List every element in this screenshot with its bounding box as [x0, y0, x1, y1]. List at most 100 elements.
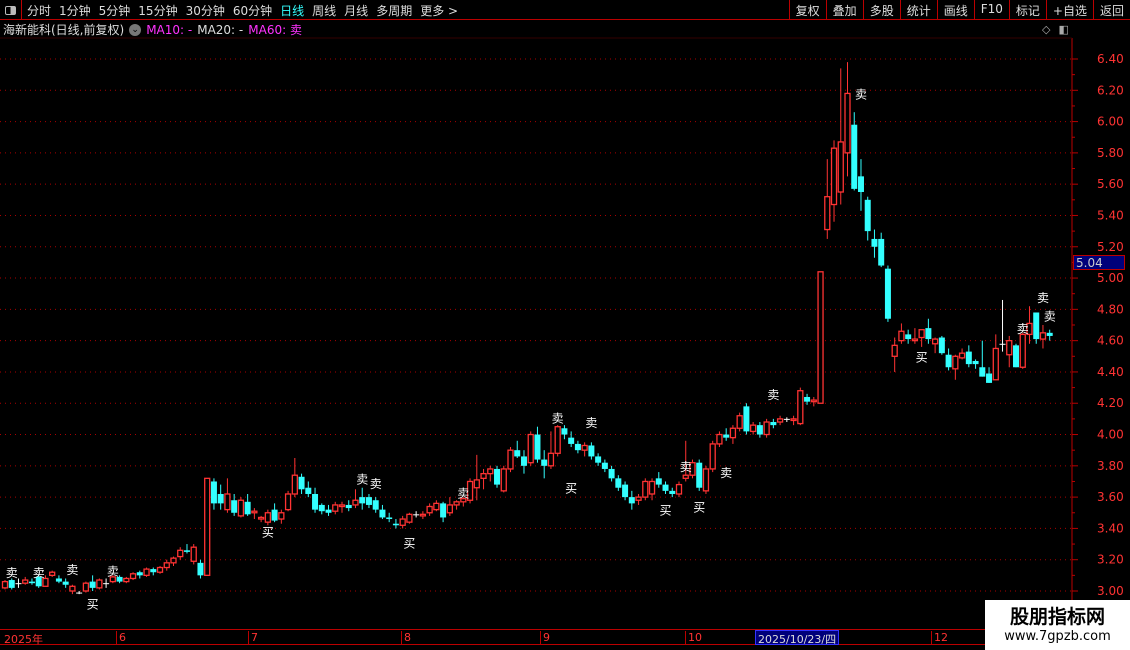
chevron-down-icon[interactable]: ⌄: [129, 23, 142, 36]
candle-body: [62, 581, 69, 585]
diamond-icon[interactable]: ◇: [1042, 23, 1051, 36]
candle-body: [231, 500, 238, 513]
toolbar-button[interactable]: 画线: [936, 0, 974, 20]
candle-body: [797, 390, 804, 425]
candle-body: [69, 585, 76, 592]
candle-body: [931, 338, 939, 345]
candle-body: [992, 347, 999, 381]
y-tick-label: 3.00: [1097, 584, 1124, 598]
candle-body: [224, 493, 231, 511]
toolbar-button[interactable]: 标记: [1008, 0, 1046, 20]
toolbar-button[interactable]: 叠加: [825, 0, 863, 20]
tab-period[interactable]: 60分钟: [232, 4, 273, 18]
tab-period[interactable]: 5分钟: [98, 4, 131, 18]
toolbar-button[interactable]: +自选: [1045, 0, 1093, 20]
candle-body: [655, 478, 662, 485]
y-tick-label: 4.20: [1097, 396, 1124, 410]
candle-body: [143, 568, 150, 577]
toolbar-button[interactable]: 复权: [788, 0, 826, 20]
tab-period[interactable]: 1分钟: [59, 4, 91, 18]
sell-signal: 卖: [370, 477, 382, 491]
candle-body: [851, 124, 858, 189]
tab-period[interactable]: 月线: [344, 4, 369, 18]
tab-period[interactable]: 日线: [280, 4, 305, 18]
candle-body: [547, 452, 555, 467]
sell-signal: 卖: [6, 566, 18, 580]
candle-body: [28, 581, 35, 584]
candle-body: [776, 418, 784, 423]
candle-body: [386, 517, 393, 520]
candle-body: [669, 490, 676, 494]
candle-body: [635, 496, 642, 501]
candle-body: [830, 147, 838, 206]
candle-body: [123, 577, 130, 583]
candle-body: [898, 330, 905, 342]
watermark-line1: 股朋指标网: [1009, 606, 1105, 628]
y-tick-label: 6.20: [1097, 83, 1124, 97]
toolbar-button[interactable]: 返回: [1092, 0, 1130, 20]
candle-body: [662, 484, 669, 491]
sell-signal: 卖: [767, 388, 779, 402]
candlestick-chart[interactable]: 3.00 3.20 3.40 3.60 3.80 4.00 4.20 4.40 4.60 4.80…: [0, 0, 1130, 630]
candle-body: [487, 468, 494, 475]
tab-period[interactable]: 多周期: [376, 4, 413, 18]
toolbar-button[interactable]: 统计: [899, 0, 937, 20]
candle-body: [8, 580, 15, 588]
candle-body: [197, 562, 204, 576]
candle-body: [413, 514, 420, 516]
tab-period[interactable]: 15分钟: [138, 4, 178, 18]
candle-body: [958, 352, 966, 359]
candle-body: [864, 199, 871, 232]
sell-signal: 卖: [1037, 291, 1049, 305]
candle-body: [237, 499, 245, 517]
candle-body: [884, 268, 891, 319]
candle-body: [156, 566, 164, 573]
candle-body: [365, 497, 372, 505]
candle-body: [952, 355, 959, 370]
candle-body: [305, 487, 312, 494]
candle-body: [824, 196, 831, 231]
candle-body: [419, 513, 427, 517]
candle-body: [278, 512, 285, 520]
candle-body: [945, 354, 952, 368]
toolbar-button[interactable]: 多股: [862, 0, 900, 20]
tab-period[interactable]: 更多 >: [420, 4, 459, 18]
candle-body: [109, 576, 116, 583]
y-tick-label: 3.40: [1097, 521, 1124, 535]
candle-body: [170, 557, 177, 564]
candle-body: [1026, 322, 1033, 336]
candle-body: [163, 562, 170, 569]
candle-body: [986, 373, 993, 383]
y-tick-label: 4.40: [1097, 365, 1124, 379]
candle-body: [318, 504, 325, 512]
y-tick-label: 5.00: [1097, 271, 1124, 285]
candle-body: [76, 592, 83, 594]
candle-body: [716, 433, 723, 445]
candle-body: [723, 434, 730, 438]
candle-body: [682, 474, 689, 479]
y-tick-label: 5.80: [1097, 146, 1124, 160]
tab-period[interactable]: 分时: [27, 4, 52, 18]
tab-period[interactable]: 周线: [312, 4, 337, 18]
candle-body: [312, 493, 319, 510]
tab-period[interactable]: 30分钟: [185, 4, 225, 18]
panel-toggle-button[interactable]: [0, 0, 22, 20]
buy-signal: 买: [693, 501, 705, 515]
candle-body: [878, 238, 885, 266]
candle-body: [453, 501, 460, 506]
sell-signal: 卖: [107, 565, 119, 579]
candle-body: [55, 578, 62, 582]
buy-signal: 买: [916, 350, 928, 364]
candle-body: [332, 504, 339, 512]
candle-body: [790, 418, 797, 422]
candle-body: [1046, 332, 1053, 336]
candle-body: [689, 462, 696, 476]
y-tick-label: 4.60: [1097, 334, 1124, 348]
candle-body: [938, 337, 945, 354]
panel-icon[interactable]: ◧: [1058, 23, 1069, 36]
candle-body: [763, 421, 770, 436]
candle-body: [251, 510, 258, 514]
candle-body: [507, 449, 514, 470]
toolbar-button[interactable]: F10: [973, 0, 1009, 20]
sell-signal: 卖: [356, 472, 368, 486]
